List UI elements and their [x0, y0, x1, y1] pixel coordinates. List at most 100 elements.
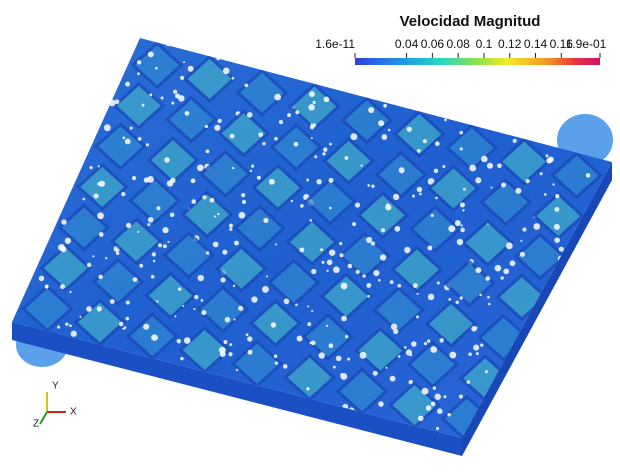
- flow-speck: [306, 179, 309, 182]
- flow-speck: [214, 125, 220, 131]
- flow-speck: [132, 176, 136, 180]
- flow-speck: [279, 120, 283, 124]
- flow-speck: [228, 352, 232, 356]
- flow-speck: [244, 84, 248, 88]
- flow-speck: [418, 416, 424, 422]
- flow-speck: [373, 371, 378, 376]
- flow-speck: [497, 399, 502, 404]
- flow-speck: [210, 198, 215, 203]
- flow-speck: [233, 285, 235, 287]
- flow-speck: [339, 253, 343, 257]
- flow-speck: [448, 298, 451, 301]
- flow-speck: [274, 94, 281, 101]
- flow-speck: [130, 127, 133, 130]
- flow-speck: [469, 165, 476, 172]
- flow-speck: [383, 104, 387, 108]
- flow-speck: [262, 286, 269, 293]
- flow-speck: [350, 133, 357, 140]
- flow-speck: [239, 212, 246, 219]
- flow-speck: [61, 246, 67, 252]
- flow-speck: [224, 340, 228, 344]
- flow-speck: [155, 67, 158, 70]
- flow-speck: [359, 352, 366, 359]
- flow-speck: [475, 327, 477, 329]
- flow-speck: [125, 139, 131, 145]
- flow-speck: [475, 177, 481, 183]
- flow-speck: [166, 42, 170, 46]
- flow-speck: [250, 170, 252, 172]
- flow-speck: [174, 315, 176, 317]
- flow-speck: [60, 284, 65, 289]
- flow-speck: [99, 232, 104, 237]
- flow-speck: [61, 219, 66, 224]
- flow-speck: [319, 352, 325, 358]
- flow-speck: [417, 149, 421, 153]
- flow-speck: [201, 299, 204, 302]
- flow-speck: [57, 326, 60, 329]
- flow-speck: [447, 413, 450, 416]
- flow-speck: [110, 299, 115, 304]
- flow-speck: [448, 225, 455, 232]
- flow-speck: [148, 51, 154, 57]
- axis-label: Y: [52, 381, 59, 392]
- flow-speck: [274, 355, 277, 358]
- flow-speck: [371, 185, 374, 188]
- colorbar: [355, 58, 600, 65]
- flow-speck: [311, 310, 313, 312]
- flow-speck: [309, 342, 312, 345]
- colorbar-label: 0.04: [395, 37, 419, 51]
- flow-speck: [242, 200, 246, 204]
- flow-speck: [137, 72, 140, 75]
- flow-speck: [241, 193, 245, 197]
- flow-speck: [352, 222, 356, 226]
- flow-speck: [460, 147, 463, 150]
- flow-speck: [329, 143, 332, 146]
- flow-speck: [307, 322, 311, 326]
- flow-speck: [437, 281, 440, 284]
- flow-speck: [232, 167, 234, 169]
- flow-speck: [167, 180, 173, 186]
- flow-speck: [533, 223, 540, 230]
- z-axis: [40, 412, 47, 424]
- flow-speck: [309, 219, 312, 222]
- flow-speck: [522, 228, 526, 232]
- flow-speck: [263, 218, 268, 223]
- flow-speck: [119, 322, 123, 326]
- flow-speck: [92, 255, 94, 257]
- flow-speck: [45, 285, 49, 289]
- flow-speck: [251, 296, 257, 302]
- flow-speck: [333, 366, 336, 369]
- flow-speck: [284, 298, 290, 304]
- flow-speck: [180, 357, 183, 360]
- flow-speck: [515, 188, 521, 194]
- flow-speck: [316, 179, 321, 184]
- flow-speck: [378, 401, 383, 406]
- flow-speck: [326, 325, 328, 327]
- flow-speck: [69, 291, 71, 293]
- flow-speck: [137, 60, 142, 65]
- flow-speck: [416, 315, 419, 318]
- flow-speck: [428, 294, 435, 301]
- flow-speck: [178, 287, 181, 290]
- flow-speck: [97, 212, 104, 219]
- flow-speck: [86, 306, 92, 312]
- axis-label: Z: [33, 419, 39, 430]
- flow-speck: [485, 370, 488, 373]
- flow-speck: [329, 178, 334, 183]
- flow-speck: [366, 237, 372, 243]
- flow-speck: [339, 242, 342, 245]
- flow-speck: [198, 275, 204, 281]
- flow-speck: [463, 188, 466, 191]
- flow-speck: [156, 300, 158, 302]
- flow-speck: [333, 266, 340, 273]
- flow-speck: [442, 165, 445, 168]
- flow-speck: [506, 242, 513, 249]
- flow-speck: [449, 352, 456, 359]
- flow-speck: [266, 275, 268, 277]
- flow-speck: [487, 296, 490, 299]
- flow-speck: [525, 179, 529, 183]
- flow-speck: [340, 373, 347, 380]
- flow-speck: [434, 169, 438, 173]
- flow-speck: [413, 283, 418, 288]
- flow-speck: [126, 301, 130, 305]
